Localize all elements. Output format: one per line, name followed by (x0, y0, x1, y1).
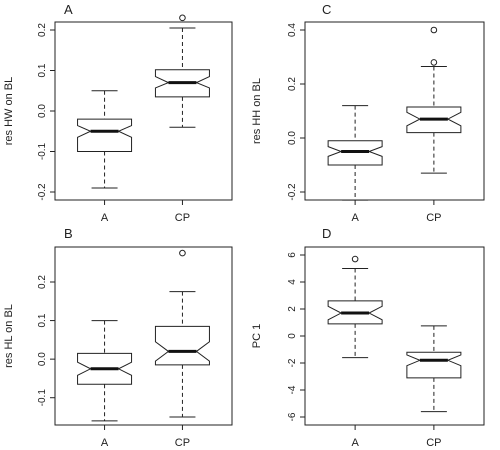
y-tick-label: 0.0 (37, 104, 48, 118)
box-CP (154, 14, 210, 128)
box-A (327, 105, 383, 201)
y-axis-label: res HW on BL (3, 77, 15, 145)
outlier-point (179, 249, 186, 257)
panel-letter: A (64, 2, 73, 17)
box-body (406, 351, 462, 379)
y-tick-label: 0.1 (37, 63, 48, 77)
outlier-point (351, 255, 359, 263)
y-tick-label: 0.4 (287, 23, 298, 37)
y-axis-label: res HL on BL (3, 304, 15, 368)
x-tick-label: A (351, 212, 359, 224)
x-tick-label: A (351, 437, 359, 449)
panel-letter: D (322, 226, 331, 241)
y-axis-label: PC 1 (251, 324, 263, 348)
y-tick-label: -0.1 (37, 389, 48, 407)
box-A (77, 90, 133, 189)
plot-frame (304, 246, 485, 426)
outlier-point (430, 59, 438, 66)
plot-frame (54, 246, 233, 426)
box-body (154, 325, 210, 366)
y-tick-label: 0.1 (37, 313, 48, 327)
y-tick-label: 0.2 (37, 275, 48, 289)
x-tick-label: CP (175, 212, 190, 224)
x-tick-label: A (101, 212, 109, 224)
panel-letter: B (64, 226, 73, 241)
box-A (327, 255, 383, 359)
box-CP (154, 249, 210, 418)
panel-D: D PC 1 -6 -4 -2 0 2 4 6 A CP (251, 226, 485, 449)
outlier-point (179, 14, 186, 22)
x-tick-label: CP (426, 212, 441, 224)
y-tick-label: -6 (287, 412, 298, 421)
box-body (77, 118, 133, 152)
y-tick-label: 0 (287, 333, 298, 339)
y-tick-label: -4 (287, 385, 298, 394)
y-tick-label: -0.2 (287, 183, 298, 201)
y-tick-label: 0.0 (37, 352, 48, 366)
box-CP (406, 26, 462, 174)
x-tick-label: A (101, 437, 109, 449)
y-tick-label: 6 (287, 252, 298, 258)
y-tick-label: 4 (287, 279, 298, 285)
y-tick-label: 0.2 (37, 23, 48, 37)
y-axis-label: res HH on BL (251, 78, 263, 144)
box-CP (406, 325, 462, 413)
y-tick-label: 0.2 (287, 77, 298, 91)
plot-frame (304, 21, 485, 201)
x-tick-label: CP (426, 437, 441, 449)
y-tick-label: -2 (287, 358, 298, 367)
panel-letter: C (322, 2, 331, 17)
y-tick-label: 0.0 (287, 131, 298, 145)
y-tick-label: -0.2 (37, 183, 48, 201)
box-A (77, 320, 133, 422)
outlier-point (430, 26, 438, 34)
x-tick-label: CP (175, 437, 190, 449)
y-tick-label: -0.1 (37, 142, 48, 160)
y-tick-label: 2 (287, 306, 298, 312)
plot-frame (54, 21, 233, 201)
